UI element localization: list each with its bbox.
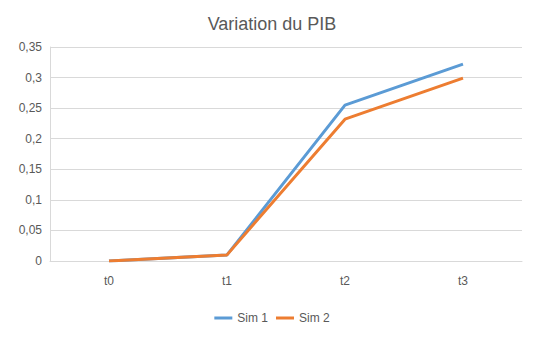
svg-text:0,35: 0,35 (19, 40, 43, 54)
svg-text:t2: t2 (340, 274, 350, 288)
svg-text:0,05: 0,05 (19, 223, 43, 237)
svg-text:0,15: 0,15 (19, 162, 43, 176)
svg-text:Sim 2: Sim 2 (299, 311, 330, 325)
svg-text:t0: t0 (104, 274, 114, 288)
svg-text:t3: t3 (458, 274, 468, 288)
svg-text:Variation du PIB: Variation du PIB (208, 14, 337, 34)
svg-text:0: 0 (35, 254, 42, 268)
svg-text:t1: t1 (222, 274, 232, 288)
svg-text:0,3: 0,3 (25, 71, 42, 85)
svg-text:Sim 1: Sim 1 (237, 311, 268, 325)
svg-text:0,2: 0,2 (25, 132, 42, 146)
svg-text:0,25: 0,25 (19, 101, 43, 115)
svg-text:0,1: 0,1 (25, 193, 42, 207)
